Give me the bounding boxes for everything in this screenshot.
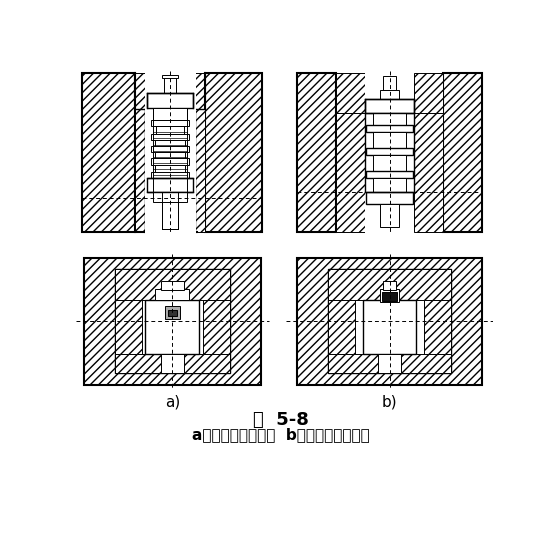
Text: b): b) [382,394,397,409]
Bar [380,289,399,302]
Bar [151,146,189,152]
Polygon shape [414,73,444,113]
Bar [151,172,189,178]
Bar [151,120,189,126]
Polygon shape [444,73,482,232]
Polygon shape [328,354,451,373]
Polygon shape [136,73,170,109]
Bar [153,192,187,202]
Bar [373,113,406,224]
Polygon shape [82,73,136,232]
Bar [328,270,451,373]
Bar [151,134,189,140]
Polygon shape [136,109,170,232]
Bar [382,292,397,301]
Bar [365,73,414,234]
Polygon shape [414,113,444,232]
Polygon shape [115,354,230,373]
Polygon shape [115,300,142,354]
Bar [145,300,199,354]
Bar [373,133,406,148]
Polygon shape [328,270,451,300]
Bar [156,126,184,134]
Text: a): a) [165,394,180,409]
Bar [378,354,401,373]
Bar [155,165,186,172]
Bar [366,148,413,155]
Bar [380,90,399,99]
Bar [365,99,414,113]
Polygon shape [335,113,365,232]
Bar [151,159,189,165]
Bar [373,113,406,125]
Bar [147,93,193,109]
Bar [163,202,178,228]
Bar [155,140,186,146]
Polygon shape [170,73,205,109]
Bar [145,73,195,238]
Bar [383,281,396,290]
Bar [165,306,180,319]
Bar [151,109,189,232]
Bar [155,152,186,159]
Bar [155,289,189,300]
Polygon shape [84,258,261,385]
Polygon shape [297,258,482,385]
Bar [161,354,184,373]
Bar [161,281,184,290]
Polygon shape [115,270,230,300]
Polygon shape [205,73,262,232]
Bar [163,75,178,79]
Polygon shape [424,300,451,354]
Polygon shape [335,73,365,113]
Bar [366,125,413,133]
Bar [373,155,406,171]
Polygon shape [203,300,230,354]
Bar [362,300,417,354]
Bar [147,178,193,192]
Bar [373,178,406,192]
Polygon shape [328,300,355,354]
Bar [164,76,176,93]
Polygon shape [170,109,205,232]
Text: 图  5-8: 图 5-8 [254,411,309,429]
Bar [168,310,177,316]
Bar [115,270,230,373]
Bar [380,204,399,227]
Bar [366,192,413,204]
Bar [366,171,413,178]
Bar [153,109,187,120]
Text: a）暗槽，不易加工  b）明槽，加工简便: a）暗槽，不易加工 b）明槽，加工简便 [193,427,370,442]
Bar [383,76,396,90]
Polygon shape [297,73,335,232]
